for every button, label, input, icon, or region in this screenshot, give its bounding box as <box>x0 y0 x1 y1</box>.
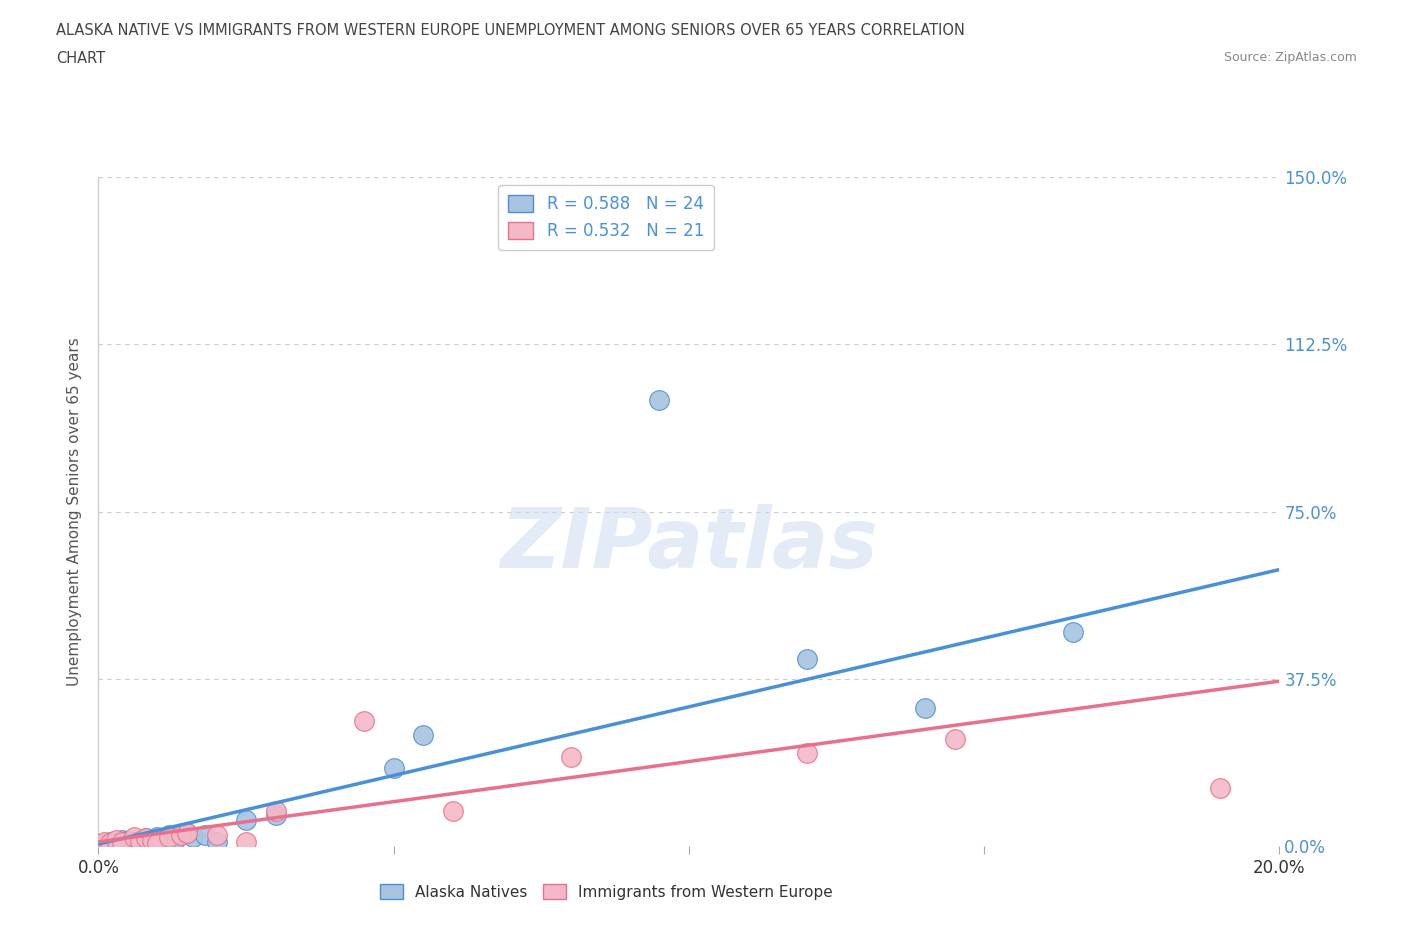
Point <box>205 828 228 843</box>
Point <box>264 807 287 822</box>
Point <box>796 745 818 760</box>
Point <box>382 761 405 776</box>
Point <box>146 830 169 844</box>
Point <box>98 834 121 849</box>
Point <box>157 828 180 843</box>
Point <box>235 812 257 827</box>
Point <box>170 828 193 843</box>
Text: Source: ZipAtlas.com: Source: ZipAtlas.com <box>1223 51 1357 64</box>
Y-axis label: Unemployment Among Seniors over 65 years: Unemployment Among Seniors over 65 years <box>67 338 83 686</box>
Point <box>1209 781 1232 796</box>
Point <box>111 834 134 849</box>
Point <box>128 833 150 848</box>
Point <box>165 832 187 847</box>
Point <box>412 727 434 742</box>
Point <box>560 750 582 764</box>
Point <box>141 834 163 849</box>
Point <box>441 804 464 818</box>
Point <box>111 832 134 847</box>
Point <box>105 832 128 847</box>
Point <box>1062 625 1084 640</box>
Point <box>128 835 150 850</box>
Point <box>146 835 169 850</box>
Point <box>181 830 204 844</box>
Point <box>122 834 145 849</box>
Point <box>117 833 139 848</box>
Text: ALASKA NATIVE VS IMMIGRANTS FROM WESTERN EUROPE UNEMPLOYMENT AMONG SENIORS OVER : ALASKA NATIVE VS IMMIGRANTS FROM WESTERN… <box>56 23 965 38</box>
Point <box>93 837 115 852</box>
Point <box>93 834 115 849</box>
Point <box>235 834 257 849</box>
Point <box>264 804 287 818</box>
Point <box>796 651 818 666</box>
Point <box>205 834 228 849</box>
Point <box>105 837 128 852</box>
Text: CHART: CHART <box>56 51 105 66</box>
Point <box>176 826 198 841</box>
Legend: Alaska Natives, Immigrants from Western Europe: Alaska Natives, Immigrants from Western … <box>374 877 839 906</box>
Point <box>135 830 157 845</box>
Point <box>141 832 163 847</box>
Text: ZIPatlas: ZIPatlas <box>501 504 877 586</box>
Point <box>648 392 671 407</box>
Point <box>353 714 375 729</box>
Point <box>98 835 121 850</box>
Point <box>194 828 217 843</box>
Point <box>914 700 936 715</box>
Point <box>135 830 157 845</box>
Point <box>122 830 145 844</box>
Point <box>157 830 180 844</box>
Point <box>176 826 198 841</box>
Point <box>943 732 966 747</box>
